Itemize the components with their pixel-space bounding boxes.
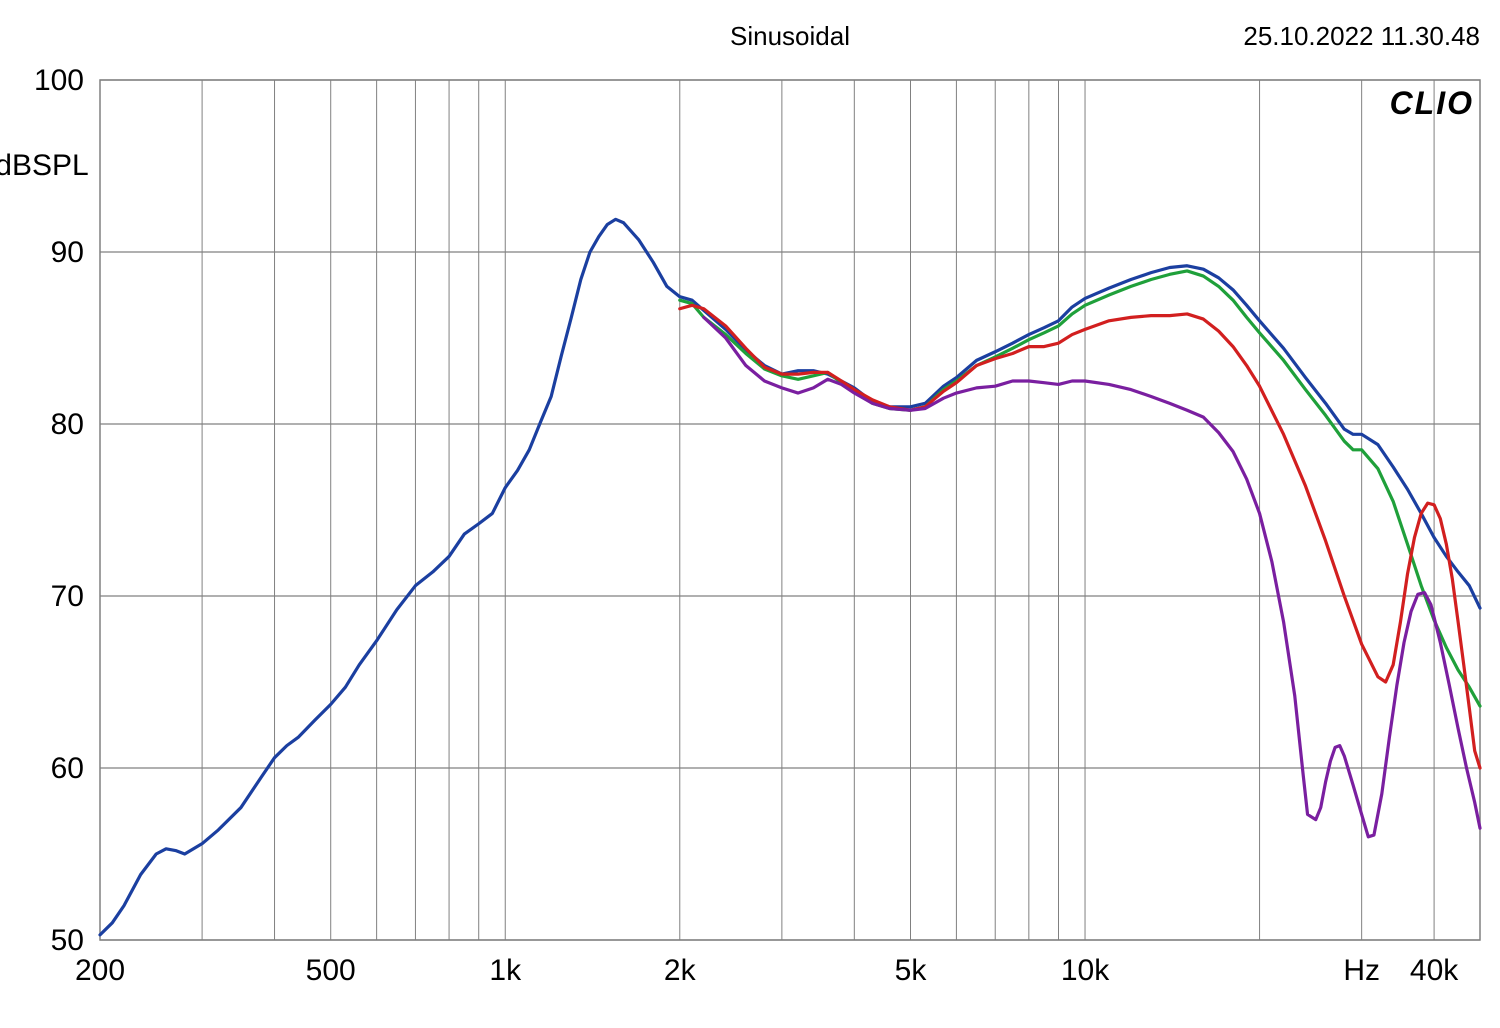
y-axis-label: dBSPL xyxy=(0,149,89,182)
x-tick-label: 5k xyxy=(895,954,928,987)
y-tick-label: 60 xyxy=(51,752,84,785)
x-axis-label: Hz xyxy=(1343,954,1380,987)
y-tick-label: 50 xyxy=(51,924,84,957)
x-tick-label: 40k xyxy=(1410,954,1459,987)
x-tick-label: 1k xyxy=(489,954,522,987)
y-tick-label: 80 xyxy=(51,408,84,441)
y-tick-label: 70 xyxy=(51,580,84,613)
software-logo: CLIO xyxy=(1390,85,1474,121)
frequency-response-chart: Sinusoidal 25.10.2022 11.30.48 50 60 70 80 90 1… xyxy=(0,0,1500,1028)
y-tick-label: 100 xyxy=(34,64,84,97)
x-tick-label: 2k xyxy=(664,954,697,987)
x-tick-label: 200 xyxy=(75,954,125,987)
chart-svg: Sinusoidal 25.10.2022 11.30.48 50 60 70 80 90 1… xyxy=(0,0,1500,1028)
timestamp: 25.10.2022 11.30.48 xyxy=(1243,21,1480,51)
x-tick-label: 10k xyxy=(1061,954,1110,987)
y-tick-label: 90 xyxy=(51,236,84,269)
x-tick-label: 500 xyxy=(306,954,356,987)
chart-title: Sinusoidal xyxy=(730,21,850,51)
